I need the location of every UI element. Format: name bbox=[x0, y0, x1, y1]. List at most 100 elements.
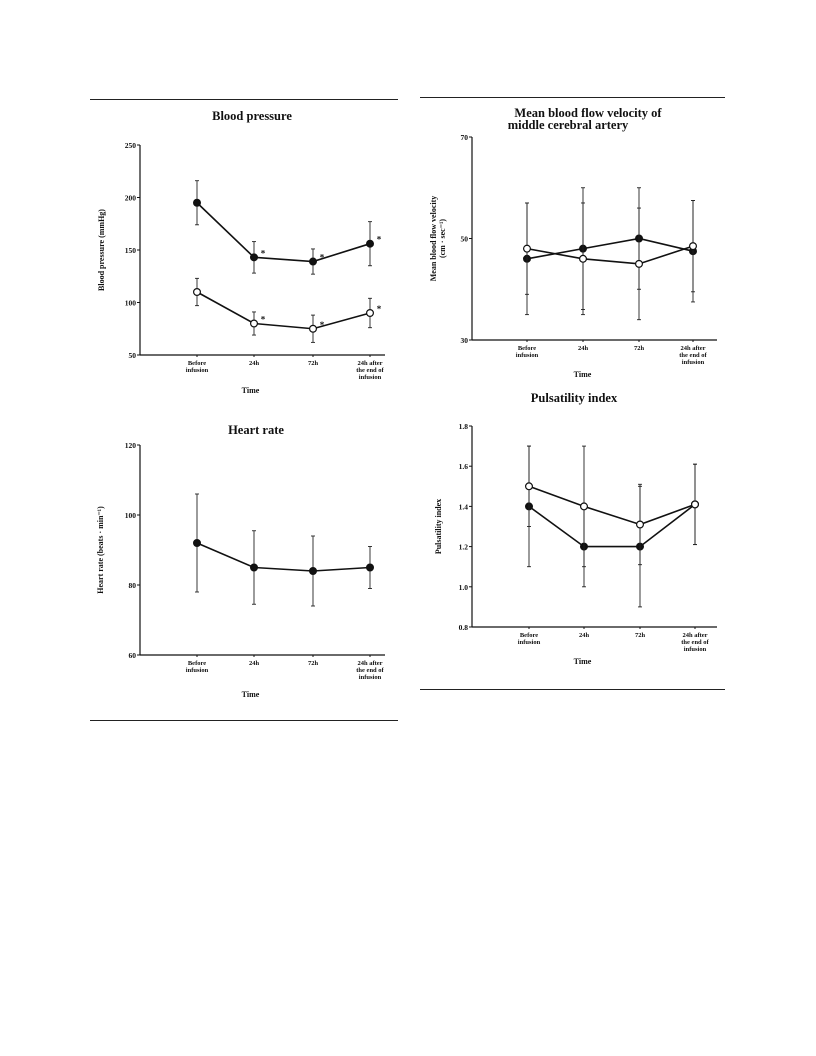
y-tick-label: 100 bbox=[125, 299, 137, 308]
filled-data-point bbox=[250, 563, 259, 572]
series-line bbox=[196, 202, 371, 263]
x-tick-label: the end of bbox=[679, 352, 707, 359]
open-data-point bbox=[524, 482, 533, 491]
x-tick-label: 72h bbox=[635, 632, 646, 639]
y-tick-label: 1.8 bbox=[459, 422, 469, 431]
series-line bbox=[528, 503, 696, 548]
chart-title: middle cerebral artery bbox=[508, 118, 629, 132]
chart-title: Mean blood flow velocity of bbox=[514, 106, 662, 120]
x-tick-label: 24h after bbox=[680, 345, 705, 352]
significance-marker: * bbox=[377, 304, 382, 314]
x-axis-label: Time bbox=[574, 370, 592, 379]
significance-marker: * bbox=[320, 320, 325, 330]
open-data-point bbox=[522, 244, 531, 253]
heart-rate-svg: Heart rate 60 80 100 120 Heart rate (beats · … bbox=[96, 423, 385, 699]
y-tick-label: 150 bbox=[125, 246, 137, 255]
y-tick-label: 0.8 bbox=[459, 623, 469, 632]
y-tick-label: 60 bbox=[129, 651, 137, 660]
x-tick-label: infusion bbox=[518, 639, 541, 646]
heart-rate-chart: Heart rate 60 80 100 120 Heart rate (beats · … bbox=[0, 0, 400, 720]
x-tick-label: infusion bbox=[682, 359, 705, 366]
x-tick-label: the end of bbox=[356, 367, 384, 374]
x-tick-label: 24h after bbox=[682, 632, 707, 639]
right-top-rule bbox=[420, 97, 725, 98]
pulsatility-index-svg: Pulsatility index 0.8 1.0 1.2 1.4 1.6 1.8 Pulsa… bbox=[434, 391, 717, 666]
significance-marker: * bbox=[261, 315, 266, 325]
x-tick-label: infusion bbox=[186, 667, 209, 674]
y-tick-label: 50 bbox=[461, 235, 469, 244]
x-axis-label: Time bbox=[242, 386, 260, 395]
y-tick-label: 1.0 bbox=[459, 583, 469, 592]
series-line bbox=[526, 245, 694, 265]
open-data-point bbox=[634, 259, 643, 268]
x-tick-label: 24h bbox=[578, 345, 589, 352]
x-tick-label: 72h bbox=[308, 660, 319, 667]
filled-data-point bbox=[193, 538, 202, 547]
x-tick-label: Before bbox=[188, 660, 206, 667]
filled-data-point bbox=[250, 253, 259, 262]
series-line bbox=[196, 542, 371, 572]
y-axis-label: (cm · sec⁻¹) bbox=[438, 219, 447, 258]
x-tick-label: Before bbox=[520, 632, 538, 639]
significance-marker: * bbox=[377, 235, 382, 245]
chart-title: Blood pressure bbox=[212, 109, 292, 123]
y-tick-label: 1.6 bbox=[459, 462, 469, 471]
y-axis-label: Mean blood flow velocity bbox=[429, 196, 438, 282]
y-tick-label: 80 bbox=[129, 581, 137, 590]
left-top-rule bbox=[90, 99, 398, 100]
x-axis-label: Time bbox=[242, 690, 260, 699]
open-data-point bbox=[690, 500, 699, 509]
open-data-point bbox=[193, 288, 202, 297]
y-tick-label: 1.4 bbox=[459, 502, 469, 511]
left-bottom-rule bbox=[90, 720, 398, 721]
open-data-point bbox=[309, 324, 318, 333]
y-axis-label: Pulsatility index bbox=[434, 499, 443, 554]
series-line bbox=[196, 291, 371, 330]
y-tick-label: 1.2 bbox=[459, 543, 469, 552]
x-tick-label: 24h after bbox=[357, 360, 382, 367]
y-tick-label: 120 bbox=[125, 441, 137, 450]
significance-marker: * bbox=[320, 253, 325, 263]
chart-title: Pulsatility index bbox=[531, 391, 618, 405]
x-tick-label: infusion bbox=[684, 646, 707, 653]
open-data-point bbox=[688, 242, 697, 251]
open-data-point bbox=[250, 319, 259, 328]
x-tick-label: 24h bbox=[249, 660, 260, 667]
x-tick-label: Before bbox=[518, 345, 536, 352]
x-tick-label: the end of bbox=[681, 639, 709, 646]
y-axis-label: Heart rate (beats · min⁻¹) bbox=[96, 506, 105, 594]
x-tick-label: the end of bbox=[356, 667, 384, 674]
x-tick-label: infusion bbox=[359, 374, 382, 381]
y-axis-label: Blood pressure (mmHg) bbox=[97, 209, 106, 291]
blood-pressure-svg: Blood pressure 50 100 150 200 250 Blood pressu… bbox=[97, 109, 385, 395]
chart-title: Heart rate bbox=[228, 423, 284, 437]
y-tick-label: 30 bbox=[461, 336, 469, 345]
open-data-point bbox=[578, 254, 587, 263]
x-tick-label: infusion bbox=[516, 352, 539, 359]
x-tick-label: 72h bbox=[308, 360, 319, 367]
pulsatility-index-chart: Pulsatility index 0.8 1.0 1.2 1.4 1.6 1.8 Pulsa… bbox=[434, 391, 717, 666]
x-tick-label: 72h bbox=[634, 345, 645, 352]
x-tick-label: Before bbox=[188, 360, 206, 367]
y-tick-label: 250 bbox=[125, 141, 137, 150]
x-tick-label: infusion bbox=[186, 367, 209, 374]
x-tick-label: 24h bbox=[579, 632, 590, 639]
significance-marker: * bbox=[261, 248, 266, 258]
y-tick-label: 70 bbox=[461, 133, 469, 142]
filled-data-point bbox=[309, 566, 318, 575]
x-tick-label: infusion bbox=[359, 674, 382, 681]
y-tick-label: 100 bbox=[125, 511, 137, 520]
y-tick-label: 200 bbox=[125, 194, 137, 203]
open-data-point bbox=[579, 502, 588, 511]
filled-data-point bbox=[366, 563, 375, 572]
series-line bbox=[528, 485, 696, 526]
open-data-point bbox=[366, 309, 375, 318]
right-bottom-rule bbox=[420, 689, 725, 690]
x-tick-label: 24h after bbox=[357, 660, 382, 667]
blood-flow-velocity-chart: Mean blood flow velocity of middle cerebr… bbox=[0, 0, 730, 400]
blood-pressure-chart: Blood pressure 50 100 150 200 250 Blood pressu… bbox=[0, 0, 400, 400]
x-axis-label: Time bbox=[574, 657, 592, 666]
filled-data-point bbox=[193, 198, 202, 207]
open-data-point bbox=[635, 520, 644, 529]
